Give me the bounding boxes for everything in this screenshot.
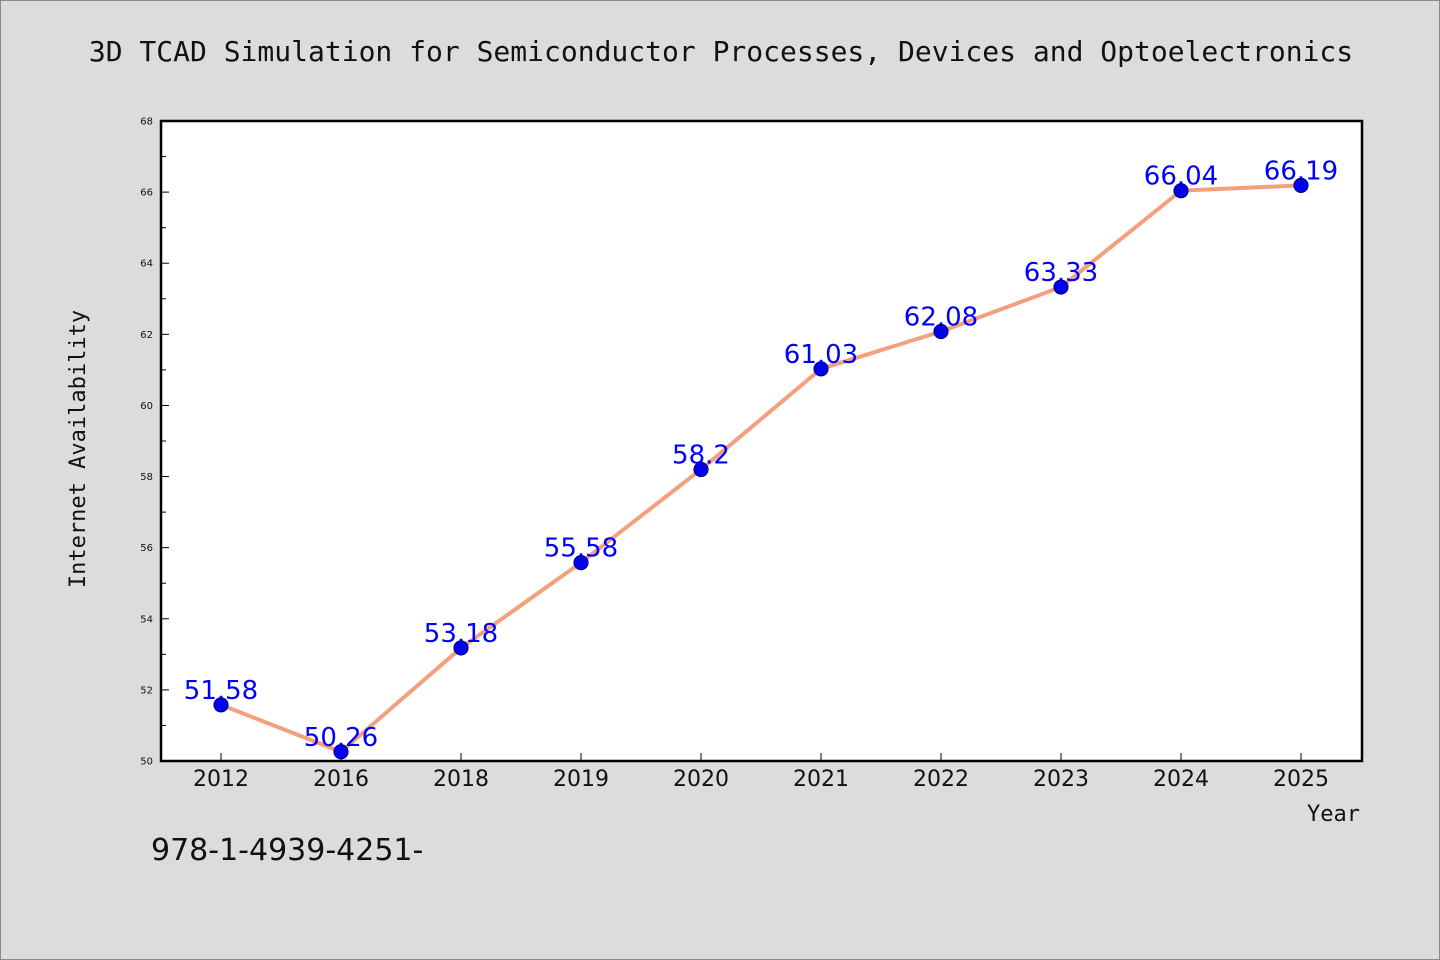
chart-title: 3D TCAD Simulation for Semiconductor Pro… [88,35,1354,68]
y-tick-label: 62 [140,330,153,341]
x-tick-label: 2012 [193,767,249,792]
x-tick-label: 2023 [1033,767,1089,792]
series-line [219,183,1303,754]
data-point [1293,177,1309,193]
data-point [453,640,469,656]
data-point [1053,279,1069,295]
data-point [333,744,349,760]
y-tick-label: 52 [140,685,153,696]
x-tick-label: 2021 [793,767,849,792]
x-tick-label: 2018 [433,767,489,792]
y-tick-label: 56 [140,543,153,554]
x-tick-label: 2024 [1153,767,1209,792]
footnote-isbn: 978-1-4939-4251- [151,833,424,868]
data-point [213,697,229,713]
y-tick-label: 66 [140,188,153,199]
data-point [1173,183,1189,199]
y-tick-label: 50 [140,757,153,768]
y-tick-label: 64 [140,259,153,270]
y-tick-label: 60 [140,401,153,412]
y-axis-title: Internet Availability [66,310,91,588]
data-point [813,361,829,377]
y-tick-label: 54 [140,614,153,625]
y-tick-label: 68 [140,117,153,128]
x-tick-label: 2022 [913,767,969,792]
x-axis-title: Year [1307,802,1360,827]
data-point [933,323,949,340]
x-tick-label: 2016 [313,767,369,792]
data-point [573,554,589,571]
data-point [693,461,709,478]
plot-area [159,119,1364,763]
y-tick-label: 58 [140,472,153,483]
x-tick-label: 2019 [553,767,609,792]
x-tick-label: 2020 [673,767,729,792]
x-tick-label: 2025 [1273,767,1329,792]
